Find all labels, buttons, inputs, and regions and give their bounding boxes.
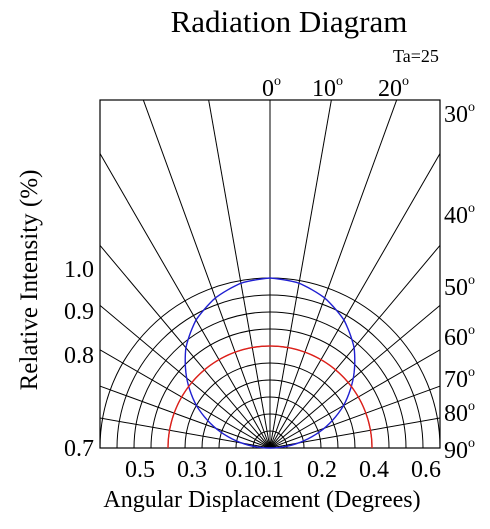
tick-labels: 0o 10o 20o 30o 40o 50o 60o 70o 80o 90o 1.0 0.9 0.8 0.… bbox=[64, 74, 475, 483]
right-angle-label: 30o bbox=[444, 100, 475, 128]
right-angle-label: 60o bbox=[444, 323, 475, 351]
top-angle-label: 20o bbox=[378, 74, 409, 102]
left-tick-label: 0.8 bbox=[64, 343, 94, 369]
grid-spoke bbox=[100, 244, 271, 448]
grid-spoke bbox=[100, 349, 271, 448]
top-angle-label: 0o bbox=[262, 74, 281, 102]
bottom-tick-label: 0.2 bbox=[307, 457, 337, 483]
series-line-1 bbox=[167, 345, 373, 449]
left-tick-label: 1.0 bbox=[64, 257, 94, 283]
x-axis-label: Angular Displacement (Degrees) bbox=[103, 487, 420, 513]
bottom-tick-label: 0.5 bbox=[125, 457, 155, 483]
polar-grid bbox=[99, 99, 441, 449]
y-axis-label: Relative Intensity (%) bbox=[16, 170, 43, 391]
grid-spoke bbox=[269, 152, 440, 448]
grid-spoke bbox=[269, 349, 440, 448]
grid-spoke bbox=[100, 417, 271, 448]
grid-spoke bbox=[269, 100, 398, 448]
left-tick-label: 0.9 bbox=[64, 299, 94, 325]
series-layer bbox=[167, 277, 373, 449]
grid-spoke bbox=[269, 244, 440, 448]
grid-spoke bbox=[269, 417, 440, 448]
right-angle-label: 90o bbox=[444, 436, 475, 464]
grid-spoke bbox=[208, 100, 271, 448]
bottom-tick-label: 0.1 bbox=[254, 457, 284, 483]
grid-spoke bbox=[142, 100, 271, 448]
grid-spoke bbox=[100, 385, 271, 448]
bottom-tick-label: 0.6 bbox=[411, 457, 441, 483]
bottom-tick-label: 0.3 bbox=[177, 457, 207, 483]
grid-spoke bbox=[269, 304, 440, 448]
grid-spoke bbox=[269, 385, 440, 448]
bottom-tick-label: 0.1 bbox=[225, 457, 255, 483]
bottom-tick-label: 0.4 bbox=[359, 457, 389, 483]
grid-spoke bbox=[269, 100, 332, 448]
series-line-0 bbox=[184, 277, 356, 449]
top-angle-label: 10o bbox=[312, 74, 343, 102]
right-angle-label: 40o bbox=[444, 201, 475, 229]
right-angle-label: 70o bbox=[444, 365, 475, 393]
labels-layer: Radiation Diagram Ta=25 Angular Displace… bbox=[16, 4, 439, 513]
chart-title: Radiation Diagram bbox=[171, 4, 408, 39]
chart-subtitle: Ta=25 bbox=[393, 46, 439, 66]
left-tick-label: 0.7 bbox=[64, 436, 94, 462]
right-angle-label: 80o bbox=[444, 399, 475, 427]
grid-spoke bbox=[100, 152, 271, 448]
grid-spoke bbox=[100, 304, 271, 448]
right-angle-label: 50o bbox=[444, 273, 475, 301]
